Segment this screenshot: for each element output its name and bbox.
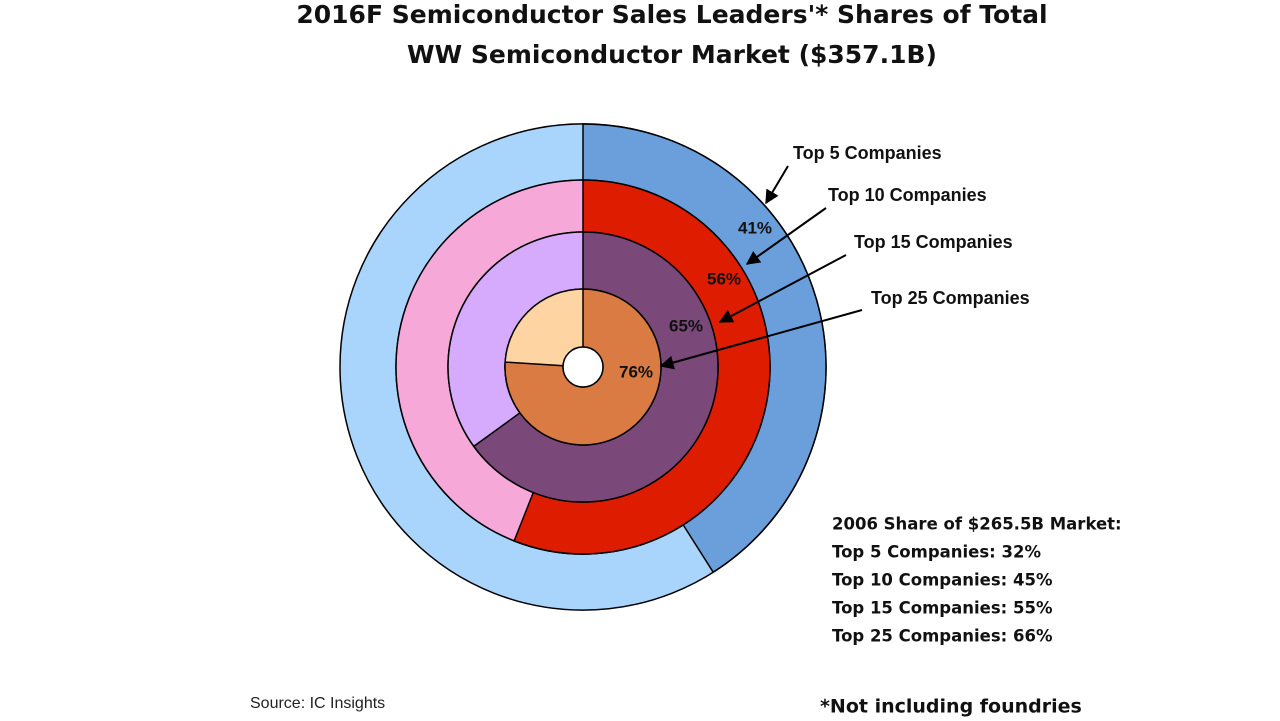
donut-hole [562, 346, 604, 388]
footnote: *Not including foundries [820, 696, 1082, 718]
chart-subtitle: WW Semiconductor Market ($357.1B) [407, 40, 937, 69]
comparison-title: 2006 Share of $265.5B Market: [832, 515, 1122, 534]
comparison-item: Top 25 Companies: 66% [832, 627, 1053, 646]
arrow [659, 309, 863, 370]
data-label: 65% [669, 316, 703, 335]
data-label: 41% [738, 218, 772, 237]
chart-title: 2016F Semiconductor Sales Leaders'* Shar… [296, 0, 1047, 29]
legend-label: Top 5 Companies [793, 143, 942, 163]
comparison-item: Top 10 Companies: 45% [832, 571, 1053, 590]
comparison-item: Top 15 Companies: 55% [832, 599, 1053, 618]
arrow [765, 165, 789, 205]
arrow [718, 254, 847, 323]
arrow [745, 207, 827, 265]
data-label: 56% [707, 269, 741, 288]
data-label: 76% [619, 362, 653, 381]
legend-label: Top 15 Companies [854, 232, 1013, 252]
source: Source: IC Insights [250, 695, 385, 712]
legend-label: Top 25 Companies [871, 288, 1030, 308]
legend-label: Top 10 Companies [828, 185, 987, 205]
annotation-arrows [659, 165, 863, 370]
donut: 41% 56% 65% 76% [339, 123, 827, 611]
comparison-item: Top 5 Companies: 32% [832, 543, 1041, 562]
